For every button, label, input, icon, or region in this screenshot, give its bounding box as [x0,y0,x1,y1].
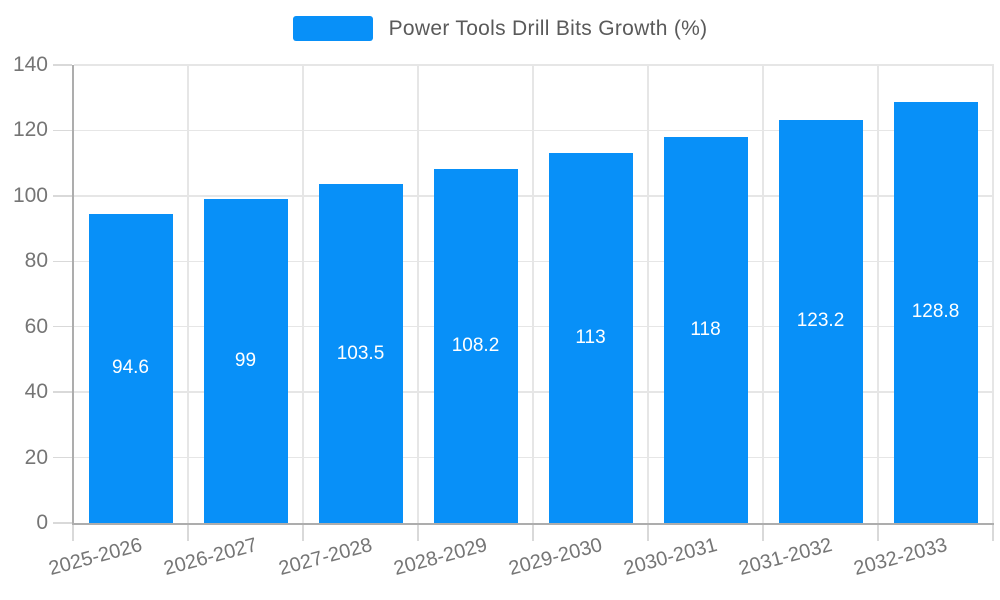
x-tick-mark [417,525,419,541]
y-axis-tick-label: 0 [36,511,48,534]
y-tick-mark [53,129,72,132]
legend-swatch-icon [292,16,373,41]
x-tick-mark [532,525,534,541]
y-axis-tick-label: 100 [12,183,48,207]
x-axis-category-label: 2025-2026 [46,533,145,580]
x-tick-mark [877,525,879,541]
x-gridline [302,65,304,523]
x-gridline [992,65,994,523]
x-axis-category-label: 2032-2033 [851,533,950,580]
y-axis-tick-label: 80 [24,249,48,273]
x-axis-category-label: 2030-2031 [621,533,720,580]
y-tick-mark [53,325,72,328]
x-axis-line [72,523,994,525]
x-axis-category-label: 2028-2029 [391,533,490,580]
legend-item[interactable]: Power Tools Drill Bits Growth (%) [0,16,1000,41]
bar[interactable] [663,136,748,523]
x-axis-category-label: 2031-2032 [736,533,835,580]
bar[interactable] [778,119,863,523]
bar[interactable] [548,153,633,523]
x-tick-mark [187,525,189,541]
y-gridline [74,260,994,263]
x-gridline [647,65,649,523]
y-tick-mark [53,64,72,66]
bar-value-label: 103.5 [336,342,385,364]
y-axis-line [72,65,74,523]
x-axis-category-label: 2026-2027 [161,533,260,580]
bar-value-label: 99 [234,350,257,372]
y-axis-tick-label: 20 [24,445,48,469]
bar-value-label: 108.2 [451,335,500,357]
bar[interactable] [88,213,173,523]
x-tick-mark [647,525,649,541]
y-tick-mark [53,391,72,393]
x-gridline [187,65,189,523]
x-axis-category-label: 2029-2030 [506,533,605,580]
y-tick-mark [53,260,72,263]
y-gridline [74,64,994,66]
x-tick-mark [762,525,764,541]
y-tick-mark [53,456,72,459]
y-gridline [74,391,994,393]
x-gridline [532,65,534,523]
x-axis-category-label: 2027-2028 [276,533,375,580]
bar-value-label: 94.6 [112,357,149,379]
y-axis-tick-label: 40 [24,380,48,404]
bar-value-label: 113 [575,327,606,349]
y-gridline [74,129,994,132]
bar-value-label: 118 [690,318,721,340]
y-gridline [74,456,994,459]
bar-value-label: 128.8 [911,301,960,323]
y-axis-tick-label: 120 [12,118,48,142]
x-gridline [877,65,879,523]
y-gridline [74,195,994,197]
y-gridline [74,325,994,328]
bar[interactable] [893,101,978,523]
x-gridline [762,65,764,523]
x-tick-mark [992,525,994,541]
y-tick-mark [53,195,72,197]
y-tick-mark [53,522,72,524]
bar[interactable] [318,184,403,523]
bar[interactable] [203,199,288,523]
y-axis-tick-label: 60 [24,314,48,338]
x-gridline [417,65,419,523]
bar-value-label: 123.2 [796,310,845,332]
x-tick-mark [302,525,304,541]
bar[interactable] [433,169,518,523]
y-axis-tick-label: 140 [12,53,48,76]
x-tick-mark [72,525,74,541]
legend-label: Power Tools Drill Bits Growth (%) [388,16,708,40]
